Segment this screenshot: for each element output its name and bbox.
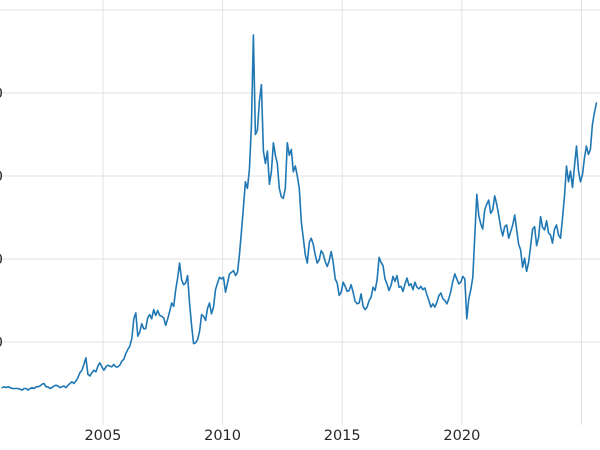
- price-line-series: [1, 34, 598, 391]
- x-tick-label-2020: 2020: [443, 428, 481, 444]
- x-tick-label-2015: 2015: [323, 428, 361, 444]
- svg-text:40: 40: [0, 86, 3, 102]
- svg-text:20: 20: [0, 252, 3, 268]
- svg-text:30: 30: [0, 169, 3, 185]
- x-tick-label-2005: 2005: [84, 428, 122, 444]
- y-axis-clipped-labels: 10 20 30 40: [0, 86, 3, 351]
- gridlines: [0, 0, 600, 425]
- svg-text:10: 10: [0, 335, 3, 351]
- x-tick-label-2010: 2010: [204, 428, 241, 444]
